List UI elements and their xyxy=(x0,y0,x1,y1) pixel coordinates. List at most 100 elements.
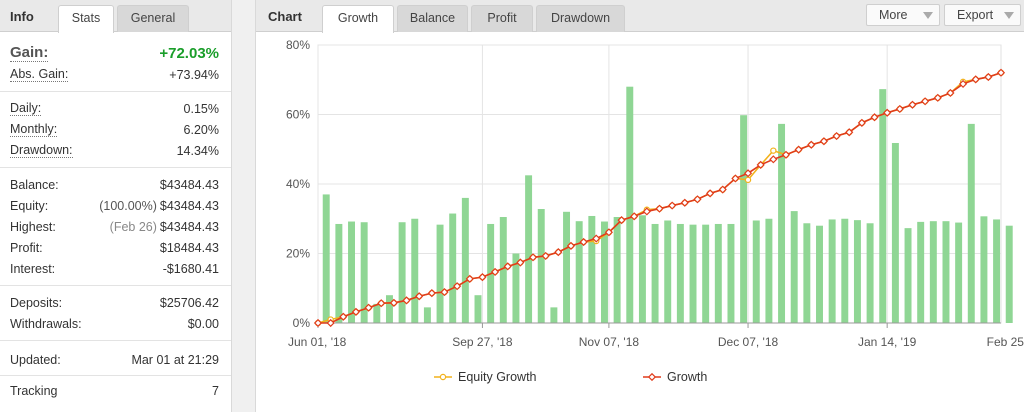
growth-point xyxy=(427,289,436,298)
growth-point xyxy=(845,128,854,137)
growth-point xyxy=(819,137,829,146)
growth-point xyxy=(895,104,904,114)
bar xyxy=(828,219,836,323)
profit-row: Profit: $18484.43 xyxy=(10,237,219,258)
abs-gain-label[interactable]: Abs. Gain: xyxy=(10,67,69,82)
growth-point xyxy=(364,303,373,312)
deposits-value: $25706.42 xyxy=(159,295,219,310)
divider xyxy=(0,340,231,341)
divider xyxy=(0,167,231,168)
growth-point xyxy=(541,251,550,261)
profit-label: Profit: xyxy=(10,240,43,255)
x-tick-label: Nov 07, '18 xyxy=(579,335,640,349)
growth-series xyxy=(313,68,1006,328)
tracking-value: 7 xyxy=(212,384,219,398)
growth-point xyxy=(566,241,576,250)
growth-point xyxy=(984,72,993,82)
bar xyxy=(474,295,482,323)
growth-point xyxy=(465,274,474,283)
bar xyxy=(664,220,672,323)
equity-point xyxy=(770,147,777,154)
growth-point xyxy=(693,195,702,204)
tab-stats[interactable]: Stats xyxy=(58,5,114,33)
divider xyxy=(0,91,231,92)
withdrawals-row: Withdrawals: $0.00 xyxy=(10,313,219,334)
growth-point xyxy=(516,258,525,267)
chart-panel-title: Chart xyxy=(268,9,302,24)
tab-balance[interactable]: Balance xyxy=(397,5,468,32)
tab-general[interactable]: General xyxy=(117,5,189,32)
growth-point xyxy=(326,318,335,328)
interest-label: Interest: xyxy=(10,261,56,276)
growth-point xyxy=(883,108,892,117)
bar xyxy=(816,225,823,323)
growth-point xyxy=(908,100,917,109)
growth-point xyxy=(756,160,765,169)
more-label: More xyxy=(879,8,908,22)
chevron-down-icon xyxy=(923,12,933,19)
highest-label: Highest: xyxy=(10,219,56,234)
bar xyxy=(803,223,811,323)
drawdown-label[interactable]: Drawdown: xyxy=(10,143,73,158)
deposits-row: Deposits: $25706.42 xyxy=(10,292,219,313)
highest-row: Highest: (Feb 26) $43484.43 xyxy=(10,216,219,237)
bar xyxy=(980,216,988,323)
y-tick-label: 80% xyxy=(286,38,310,52)
bar xyxy=(537,209,545,323)
daily-label[interactable]: Daily: xyxy=(10,101,42,116)
gain-label[interactable]: Gain: xyxy=(10,44,49,62)
daily-row: Daily: 0.15% xyxy=(10,98,219,119)
growth-point xyxy=(554,248,563,257)
tab-profit[interactable]: Profit xyxy=(471,5,533,32)
growth-point xyxy=(490,267,500,277)
growth-point xyxy=(377,299,386,308)
bar xyxy=(575,221,583,323)
growth-point xyxy=(996,68,1006,77)
gain-row: Gain: +72.03% xyxy=(10,42,219,64)
bar xyxy=(891,142,899,323)
export-dropdown[interactable]: Export xyxy=(944,4,1021,26)
bar xyxy=(853,220,861,323)
updated-row: Updated: Mar 01 at 21:29 xyxy=(10,347,219,373)
legend-equity-label: Equity Growth xyxy=(458,370,537,384)
growth-point xyxy=(718,185,727,194)
bar xyxy=(993,219,1001,323)
chart-panel: Chart Growth Balance Profit Drawdown Mor… xyxy=(255,0,1024,412)
legend-equity-marker xyxy=(439,373,447,381)
growth-point xyxy=(617,216,626,225)
growth-point xyxy=(705,189,715,198)
bar xyxy=(613,217,621,323)
growth-point xyxy=(655,204,664,213)
bar xyxy=(499,217,507,323)
bar xyxy=(360,222,368,323)
growth-point xyxy=(389,298,398,307)
abs-gain-value: +73.94% xyxy=(169,67,219,82)
chevron-down-icon xyxy=(1004,12,1014,19)
growth-point xyxy=(351,307,361,316)
x-tick-label: Feb 25, '19 xyxy=(987,335,1024,349)
growth-chart-svg: 0% 20% 40% 60% 80% Jun 01, '18 Sep 27, '18 Nov … xyxy=(286,38,1024,384)
y-tick-label: 20% xyxy=(286,247,310,261)
growth-point xyxy=(832,131,841,141)
growth-point xyxy=(630,212,639,221)
chart-tab-bar: Chart Growth Balance Profit Drawdown Mor… xyxy=(256,0,1024,33)
tab-growth[interactable]: Growth xyxy=(322,5,394,33)
bar xyxy=(740,115,748,323)
bar xyxy=(790,211,798,323)
tab-drawdown[interactable]: Drawdown xyxy=(536,5,625,32)
highest-date: (Feb 26) xyxy=(109,219,157,234)
growth-point xyxy=(958,79,968,89)
equity-label: Equity: xyxy=(10,198,49,213)
bar xyxy=(765,218,773,323)
bar xyxy=(601,221,608,323)
info-panel-title: Info xyxy=(10,9,34,24)
bar xyxy=(512,253,520,323)
growth-point xyxy=(668,201,677,210)
monthly-label[interactable]: Monthly: xyxy=(10,122,58,137)
bar xyxy=(942,221,950,323)
growth-point xyxy=(313,318,323,328)
more-dropdown[interactable]: More xyxy=(866,4,940,26)
growth-point xyxy=(781,150,791,159)
chart-legend: Equity Growth Growth xyxy=(434,370,707,384)
equity-point xyxy=(744,176,752,184)
